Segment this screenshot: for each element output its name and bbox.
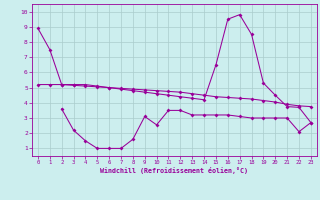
X-axis label: Windchill (Refroidissement éolien,°C): Windchill (Refroidissement éolien,°C) xyxy=(100,167,248,174)
